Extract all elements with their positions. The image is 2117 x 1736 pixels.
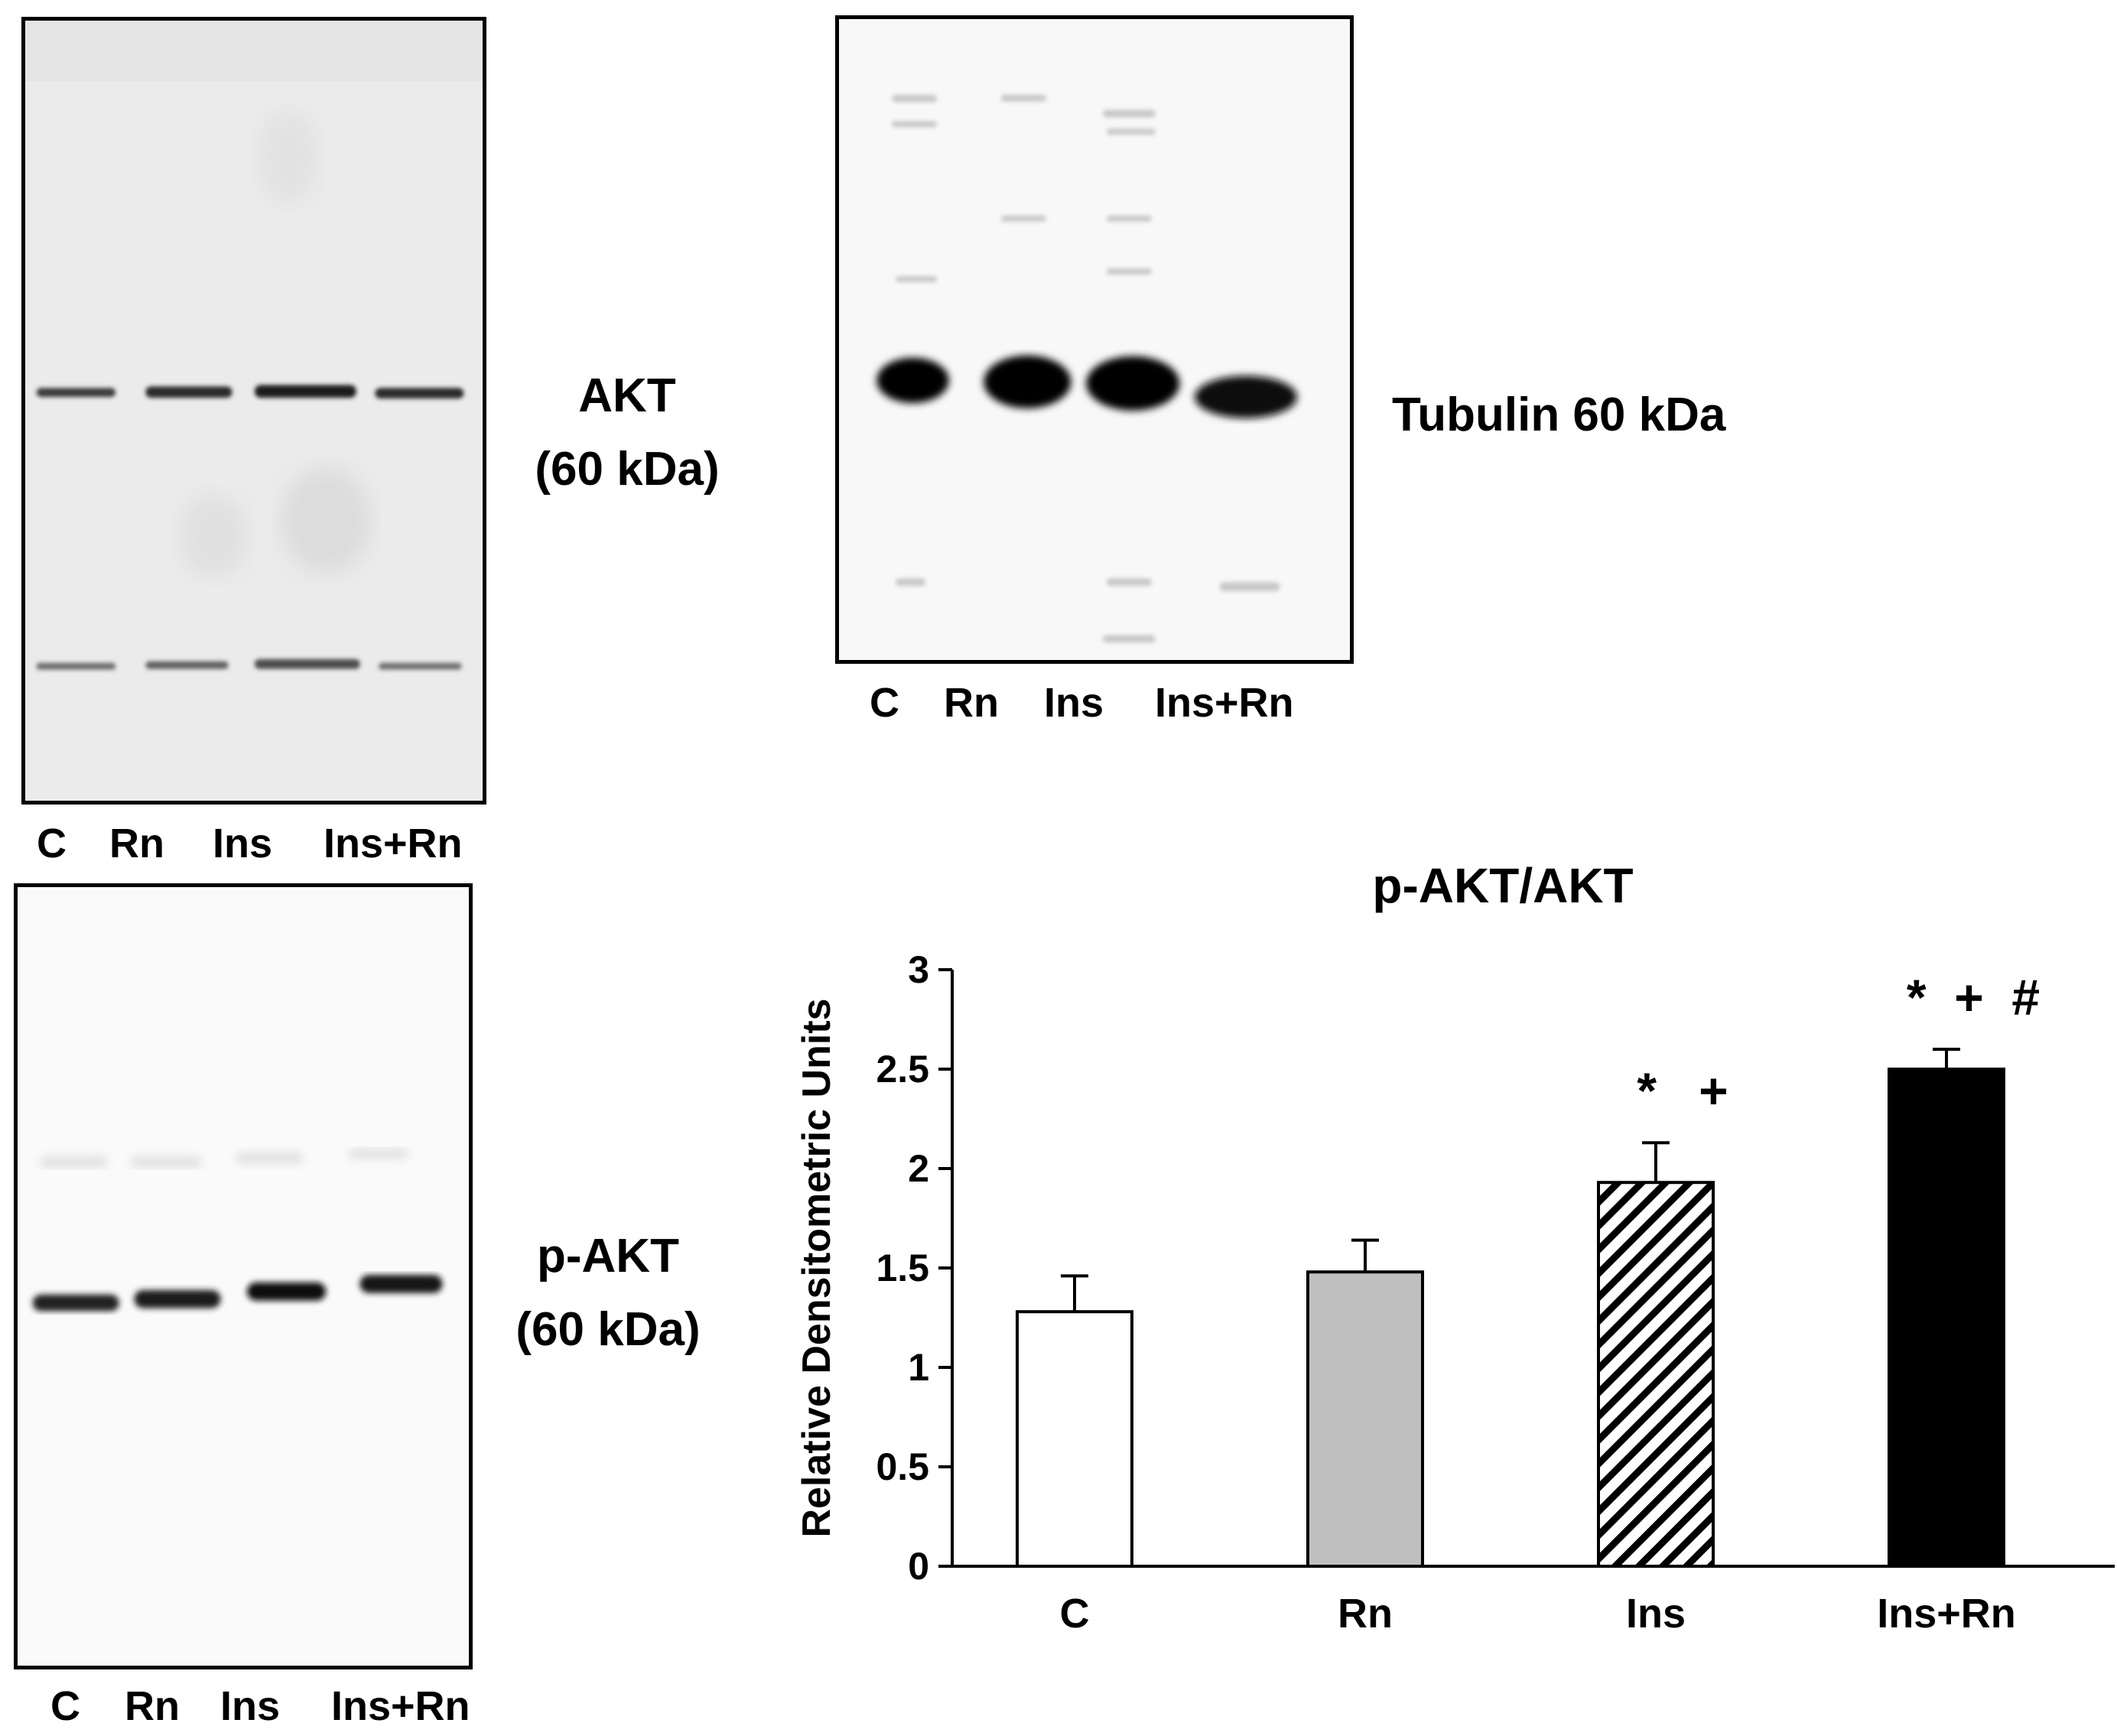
y-tick-label: 2.5	[876, 1048, 929, 1091]
pakt-lane-ins: Ins	[220, 1683, 281, 1729]
tubulin-lane-ins: Ins	[1044, 680, 1104, 726]
tubulin-blot-image	[835, 15, 1354, 664]
y-tick-label: 1.5	[876, 1247, 929, 1289]
bar	[1016, 1310, 1133, 1568]
tubulin-blot-label: Tubulin 60 kDa	[1392, 388, 1726, 441]
akt-blot-label: AKT (60 kDa)	[535, 369, 720, 496]
x-tick-label: Ins	[1626, 1591, 1686, 1637]
tubulin-lane-rn: Rn	[944, 680, 999, 726]
significance-annotation: * +	[1637, 1062, 1728, 1119]
bar	[1306, 1270, 1424, 1568]
tubulin-lane-ins-rn: Ins+Rn	[1155, 680, 1294, 726]
significance-annotation: * + #	[1907, 969, 2040, 1026]
p-akt-akt-bar-chart: p-AKT/AKT Relative Densitometric Units 0 0.…	[795, 858, 2115, 1637]
bar	[1597, 1181, 1715, 1568]
pakt-lane-ins-rn: Ins+Rn	[331, 1683, 470, 1729]
y-tick-label: 3	[908, 948, 929, 991]
pakt-blot-image	[14, 883, 473, 1669]
y-axis-label: Relative Densitometric Units	[795, 998, 839, 1537]
bar	[1888, 1068, 2005, 1568]
pakt-lane-c: C	[50, 1683, 80, 1729]
x-tick-label: Ins+Rn	[1877, 1591, 2016, 1637]
chart-title: p-AKT/AKT	[1372, 858, 1633, 913]
x-tick-label: Rn	[1338, 1591, 1393, 1637]
akt-lane-ins: Ins	[213, 821, 273, 866]
y-tick-label: 2	[908, 1147, 929, 1190]
pakt-lane-rn: Rn	[125, 1683, 180, 1729]
y-tick-label: 1	[908, 1346, 929, 1389]
y-tick-label: 0.5	[876, 1445, 929, 1488]
akt-blot-image	[21, 17, 486, 805]
x-tick-label: C	[1060, 1591, 1090, 1637]
akt-lane-c: C	[37, 821, 67, 866]
tubulin-lane-c: C	[870, 680, 899, 726]
akt-lane-ins-rn: Ins+Rn	[324, 821, 463, 866]
y-tick-label: 0	[908, 1545, 929, 1588]
pakt-blot-label: p-AKT (60 kDa)	[515, 1230, 701, 1357]
akt-lane-rn: Rn	[109, 821, 164, 866]
